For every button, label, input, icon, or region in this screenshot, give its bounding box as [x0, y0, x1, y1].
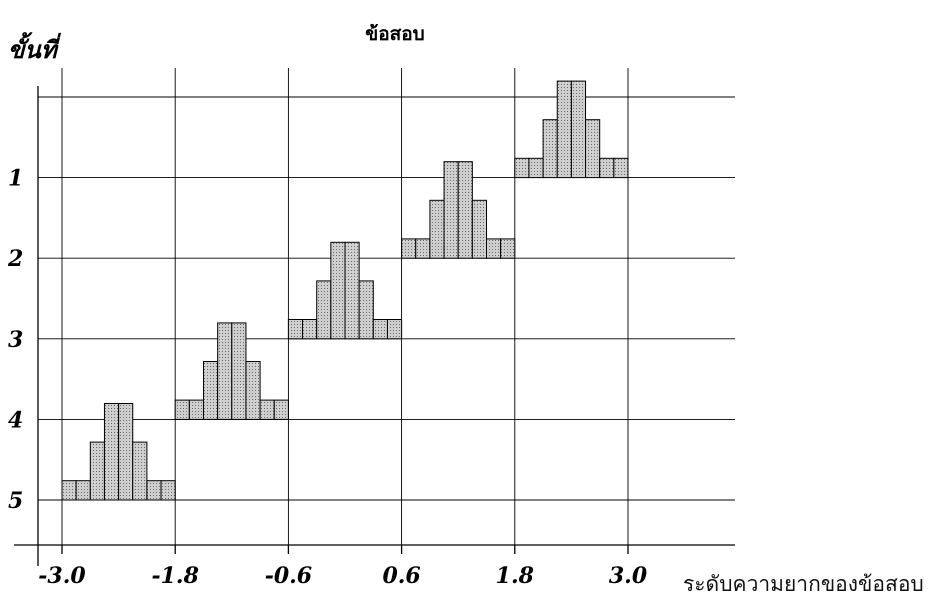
bar: [500, 238, 516, 259]
bar: [188, 399, 205, 420]
tick-labels: -3.0 -1.8 -0.6 0.6 1.8 3.0 1 2 3 4 5: [7, 166, 648, 589]
y-tick-label: 1: [8, 166, 23, 192]
bar: [330, 241, 346, 340]
bar: [542, 119, 558, 179]
bar: [118, 403, 134, 501]
bar: [556, 80, 572, 179]
bar: [287, 319, 304, 340]
bar: [585, 119, 601, 179]
bar: [75, 480, 91, 501]
bar: [415, 238, 431, 259]
x-tick-label: -0.6: [265, 563, 312, 589]
bars: [61, 80, 629, 501]
y-tick-label: 2: [7, 246, 23, 272]
bar: [203, 361, 219, 420]
bar: [528, 157, 544, 179]
bar: [570, 80, 587, 179]
bar: [372, 319, 388, 340]
bar: [273, 399, 289, 420]
bar: [89, 441, 105, 501]
bar: [132, 441, 148, 501]
bar: [471, 199, 488, 259]
bar: [316, 280, 332, 340]
bar: [429, 199, 445, 259]
y-tick-label: 3: [8, 327, 23, 353]
bar: [486, 238, 502, 259]
x-axis-label: ระดับความยากของข้อสอบ: [683, 572, 924, 596]
chart-title: ข้อสอบ: [365, 23, 424, 45]
x-tick-label: -1.8: [151, 563, 198, 589]
bar: [302, 319, 318, 340]
bar: [160, 480, 176, 501]
bar: [245, 361, 261, 420]
y-tick-label: 5: [8, 488, 23, 514]
x-tick-label: 3.0: [609, 563, 648, 589]
bar: [344, 241, 360, 340]
axes: [14, 86, 735, 566]
x-tick-label: -3.0: [38, 563, 86, 589]
x-tick-label: 0.6: [382, 563, 420, 589]
bar: [443, 161, 459, 259]
bar: [457, 161, 473, 259]
bar: [259, 399, 275, 420]
bar: [358, 280, 374, 340]
bar: [103, 403, 120, 501]
bar: [386, 319, 403, 340]
bar: [514, 157, 530, 179]
bar: [146, 480, 162, 501]
bar: [231, 322, 247, 420]
y-tick-label: 4: [8, 407, 23, 433]
bar: [61, 480, 77, 501]
bar: [174, 399, 190, 420]
x-tick-label: 1.8: [496, 563, 534, 589]
y-axis-label: ขั้นที่: [8, 32, 62, 64]
bar: [599, 157, 615, 179]
bar: [217, 322, 233, 420]
bar: [401, 238, 417, 259]
bar: [613, 157, 629, 179]
